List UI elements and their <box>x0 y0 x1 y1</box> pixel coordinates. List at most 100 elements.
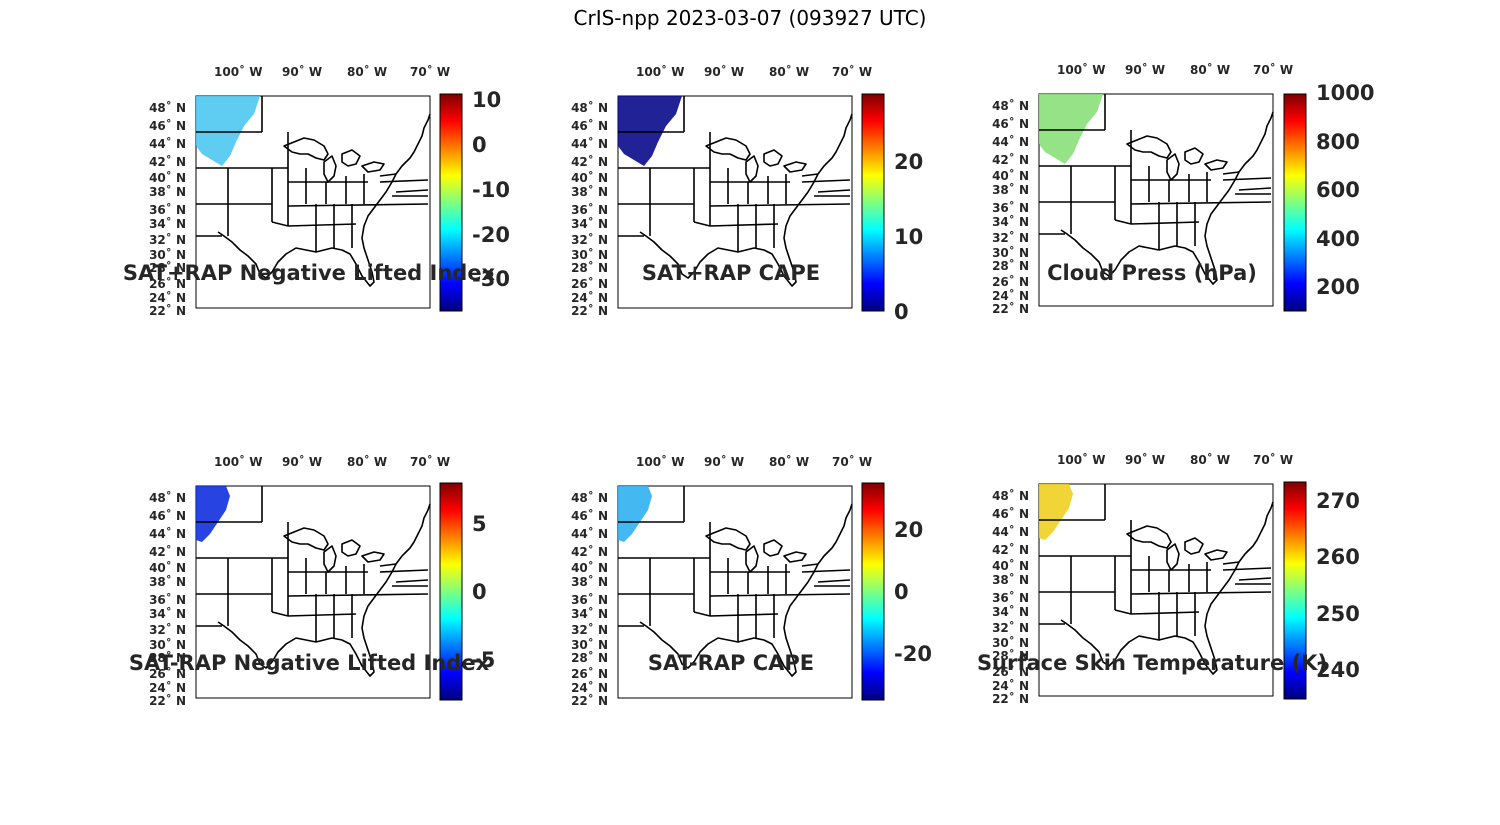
boundary-line <box>1060 111 1274 285</box>
latitude-label: 40˚ N <box>149 561 186 575</box>
latitude-label: 44˚ N <box>571 137 608 151</box>
latitude-label: 40˚ N <box>571 561 608 575</box>
boundary-line <box>801 179 851 183</box>
latitude-label: 32˚ N <box>992 231 1029 245</box>
longitude-label: 70˚ W <box>410 455 451 469</box>
boundary-line <box>1126 525 1172 549</box>
boundary-line <box>1060 501 1274 675</box>
latitude-label: 48˚ N <box>992 99 1029 113</box>
longitude-label: 100˚ W <box>636 455 685 469</box>
latitude-label: 34˚ N <box>571 607 608 621</box>
boundary-line <box>1130 611 1200 615</box>
latitude-label: 30˚ N <box>992 636 1029 650</box>
boundary-line <box>763 539 783 557</box>
boundary-line <box>1222 561 1240 565</box>
colorbar-tick-label: -10 <box>472 178 510 202</box>
longitude-label: 70˚ W <box>1253 453 1294 467</box>
longitude-label: 80˚ W <box>769 65 810 79</box>
latitude-label: 38˚ N <box>149 575 186 589</box>
boundary-line <box>341 149 361 167</box>
colorbar-tick-label: 1000 <box>1316 81 1375 105</box>
latitude-label: 40˚ N <box>149 171 186 185</box>
data-field <box>196 96 260 166</box>
data-field <box>1039 94 1103 164</box>
colorbar-tick-label: -20 <box>472 223 510 247</box>
longitude-label: 70˚ W <box>832 65 873 79</box>
colorbar <box>1283 481 1307 700</box>
colorbar <box>1283 93 1307 312</box>
panel-title: Cloud Press (hPa) <box>1047 261 1257 285</box>
latitude-label: 36˚ N <box>992 201 1029 215</box>
longitude-label: 100˚ W <box>214 455 263 469</box>
longitude-label: 90˚ W <box>282 455 323 469</box>
boundary-line <box>705 137 751 161</box>
latitude-label: 34˚ N <box>149 217 186 231</box>
map-svg <box>617 485 853 699</box>
map-svg <box>1038 93 1274 307</box>
boundary-line <box>271 611 289 617</box>
longitude-label: 90˚ W <box>282 65 323 79</box>
boundary-line <box>1238 187 1272 191</box>
latitude-label: 26˚ N <box>992 275 1029 289</box>
data-field <box>1039 484 1073 540</box>
latitude-label: 44˚ N <box>992 525 1029 539</box>
latitude-label: 48˚ N <box>149 491 186 505</box>
colorbar-tick-label: 10 <box>472 88 502 112</box>
latitude-label: 32˚ N <box>992 621 1029 635</box>
latitude-label: 38˚ N <box>992 573 1029 587</box>
longitude-label: 80˚ W <box>347 455 388 469</box>
boundary-line <box>763 149 783 167</box>
latitude-label: 30˚ N <box>992 246 1029 260</box>
boundary-line <box>1222 567 1272 571</box>
boundary-line <box>341 539 361 557</box>
latitude-label: 28˚ N <box>149 261 186 275</box>
latitude-label: 36˚ N <box>571 593 608 607</box>
colorbar-gradient <box>861 93 885 312</box>
latitude-label: 34˚ N <box>992 605 1029 619</box>
boundary-line <box>217 503 431 677</box>
boundary-line <box>1130 591 1272 595</box>
map-svg <box>1038 483 1274 697</box>
data-field <box>196 486 230 542</box>
colorbar-tick-label: 250 <box>1316 602 1360 626</box>
latitude-label: 48˚ N <box>571 101 608 115</box>
latitude-label: 38˚ N <box>992 183 1029 197</box>
colorbar-tick-label: 200 <box>1316 275 1360 299</box>
longitude-label: 80˚ W <box>769 455 810 469</box>
latitude-label: 22˚ N <box>571 304 608 318</box>
latitude-label: 42˚ N <box>149 155 186 169</box>
latitude-label: 34˚ N <box>149 607 186 621</box>
boundary-line <box>801 569 851 573</box>
latitude-label: 36˚ N <box>149 203 186 217</box>
latitude-label: 22˚ N <box>149 304 186 318</box>
colorbar <box>439 482 463 701</box>
data-field <box>618 96 682 166</box>
boundary-line <box>639 113 853 287</box>
latitude-label: 26˚ N <box>571 277 608 291</box>
map-panel: 100˚ W 90˚ W 80˚ W 70˚ W 48˚ N 46˚ N 44˚ N 42˚ … <box>947 58 1427 388</box>
longitude-label: 80˚ W <box>1190 453 1231 467</box>
colorbar <box>861 482 885 701</box>
boundary-line <box>283 527 329 551</box>
latitude-label: 44˚ N <box>571 527 608 541</box>
boundary-line <box>745 155 759 183</box>
colorbar-tick-label: 5 <box>472 512 487 536</box>
boundary-line <box>1238 577 1272 581</box>
colorbar <box>439 93 463 312</box>
boundary-line <box>379 563 397 567</box>
boundary-line <box>709 593 851 597</box>
colorbar-tick-label: 20 <box>894 518 924 542</box>
latitude-label: 46˚ N <box>149 119 186 133</box>
longitude-label: 90˚ W <box>1125 63 1166 77</box>
colorbar-gradient <box>861 482 885 701</box>
boundary-line <box>287 203 429 207</box>
longitude-label: 70˚ W <box>410 65 451 79</box>
latitude-label: 44˚ N <box>149 137 186 151</box>
latitude-label: 26˚ N <box>149 667 186 681</box>
boundary-line <box>1222 171 1240 175</box>
boundary-line <box>1130 221 1200 225</box>
colorbar-tick-label: -5 <box>472 648 496 672</box>
latitude-label: 42˚ N <box>571 155 608 169</box>
colorbar-gradient <box>1283 93 1307 312</box>
boundary-line <box>271 221 289 227</box>
